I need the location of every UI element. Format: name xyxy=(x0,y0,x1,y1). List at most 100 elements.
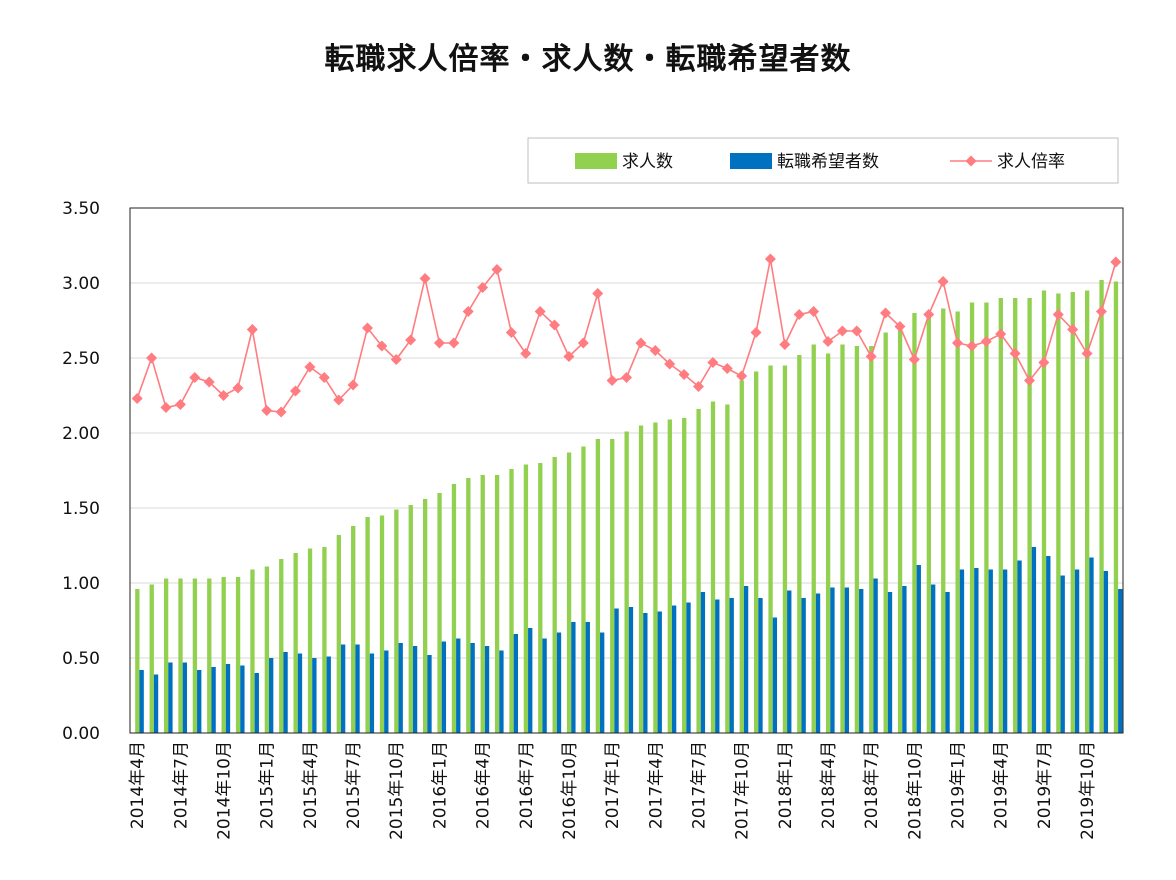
x-tick-label: 2019年4月 xyxy=(992,741,1012,829)
bar-job-seekers xyxy=(283,652,288,733)
bar-job-openings xyxy=(811,344,816,733)
ratio-marker xyxy=(146,352,158,364)
bar-job-seekers xyxy=(657,611,662,733)
ratio-marker xyxy=(592,288,604,299)
bar-job-openings xyxy=(207,578,212,733)
legend-label-ratio: 求人倍率 xyxy=(997,152,1065,172)
bar-job-seekers xyxy=(427,655,432,733)
bar-job-openings xyxy=(998,298,1003,733)
bar-job-seekers xyxy=(628,607,634,733)
ratio-marker xyxy=(980,336,992,347)
ratio-line xyxy=(136,258,1117,413)
bar-job-openings xyxy=(1013,298,1018,733)
bar-job-openings xyxy=(250,569,255,733)
ratio-marker xyxy=(923,309,935,320)
bar-job-openings xyxy=(653,422,658,733)
bar-job-seekers xyxy=(312,658,317,733)
x-tick-label: 2019年7月 xyxy=(1035,741,1055,829)
ratio-marker xyxy=(131,393,143,404)
x-tick-label: 2017年10月 xyxy=(733,741,753,840)
bar-job-openings xyxy=(782,365,788,733)
x-tick-label: 2017年4月 xyxy=(646,741,666,829)
ratio-marker xyxy=(1110,256,1122,268)
ratio-marker xyxy=(189,372,201,383)
ratio-marker xyxy=(1095,306,1107,317)
ratio-marker xyxy=(851,325,863,337)
ratio-marker xyxy=(477,282,489,293)
bar-job-seekers xyxy=(197,670,202,733)
ratio-marker xyxy=(433,337,445,349)
ratio-marker xyxy=(577,337,589,349)
ratio-marker xyxy=(750,327,762,338)
ratio-marker xyxy=(664,358,676,370)
ratio-marker xyxy=(606,375,618,386)
y-tick-label: 3.00 xyxy=(62,274,100,294)
bar-job-openings xyxy=(423,499,428,733)
bar-job-openings xyxy=(149,584,154,733)
ratio-marker xyxy=(764,253,776,265)
bar-job-openings xyxy=(466,478,471,733)
ratio-marker xyxy=(290,385,301,397)
ratio-marker xyxy=(1067,324,1079,335)
bar-job-seekers xyxy=(801,598,806,733)
bar-job-openings xyxy=(509,469,514,733)
ratio-marker xyxy=(635,337,647,349)
bar-job-seekers xyxy=(815,593,821,733)
bar-job-seekers xyxy=(686,602,691,733)
bar-job-openings xyxy=(235,577,241,733)
ratio-marker xyxy=(390,354,402,365)
bar-job-seekers xyxy=(355,644,360,733)
bar-job-openings xyxy=(523,464,529,733)
ratio-marker xyxy=(995,328,1007,340)
bar-job-openings xyxy=(825,353,831,733)
bar-job-seekers xyxy=(787,590,792,733)
bar-job-seekers xyxy=(1046,556,1051,733)
bar-job-seekers xyxy=(513,634,518,733)
bar-job-seekers xyxy=(743,586,749,733)
plot-frame xyxy=(129,207,1124,734)
bar-job-seekers xyxy=(225,664,231,733)
ratio-marker xyxy=(563,351,575,362)
ratio-marker xyxy=(908,354,920,365)
bar-job-openings xyxy=(725,404,730,733)
bar-job-seekers xyxy=(398,643,403,733)
ratio-marker xyxy=(793,309,805,320)
bars xyxy=(135,280,1123,733)
bar-job-openings xyxy=(969,302,975,733)
ratio-marker xyxy=(966,340,978,352)
bar-job-seekers xyxy=(153,674,159,733)
legend-swatch-ratio-marker xyxy=(965,155,977,167)
bar-job-seekers xyxy=(931,584,936,733)
bar-job-openings xyxy=(754,371,759,733)
bar-job-openings xyxy=(768,365,773,733)
bar-job-openings xyxy=(797,355,802,733)
x-tick-label: 2017年7月 xyxy=(689,741,709,829)
bar-job-openings xyxy=(293,553,298,733)
bar-job-seekers xyxy=(556,632,562,733)
bar-job-seekers xyxy=(1074,569,1080,733)
legend-swatch-job-openings xyxy=(575,153,617,169)
x-tick-label: 2014年7月 xyxy=(171,741,191,829)
bar-job-seekers xyxy=(326,656,331,733)
bar-job-seekers xyxy=(269,658,274,733)
bar-job-seekers xyxy=(887,592,893,733)
x-tick-label: 2016年1月 xyxy=(430,741,450,829)
bar-job-seekers xyxy=(916,565,921,733)
bar-job-seekers xyxy=(1031,547,1037,733)
ratio-marker xyxy=(1038,357,1050,368)
ratio-marker xyxy=(419,273,431,284)
bar-job-seekers xyxy=(139,670,144,733)
bar-job-openings xyxy=(595,439,601,733)
bar-job-seekers xyxy=(1118,589,1123,733)
bar-job-openings xyxy=(264,566,270,733)
legend-box xyxy=(527,137,1119,184)
bar-job-seekers xyxy=(988,569,993,733)
bar-job-seekers xyxy=(859,589,864,733)
ratio-marker xyxy=(505,327,517,338)
bar-job-seekers xyxy=(643,613,648,733)
ratio-marker xyxy=(246,324,258,335)
x-tick-label: 2016年7月 xyxy=(517,741,537,829)
bar-job-openings xyxy=(624,431,629,733)
bar-job-openings xyxy=(437,493,442,733)
bar-job-openings xyxy=(322,547,327,733)
